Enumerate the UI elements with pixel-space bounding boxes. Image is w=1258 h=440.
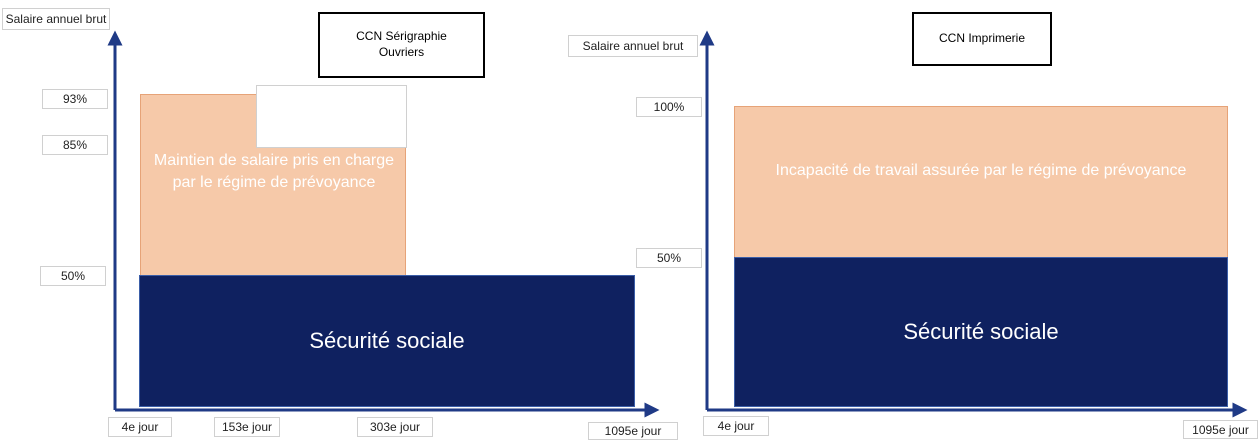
left-tick-50: 50% [40,266,106,286]
right-title-box: CCN Imprimerie [912,12,1052,66]
right-y-axis-label: Salaire annuel brut [568,35,698,57]
right-peach-label: Incapacité de travail assurée par le rég… [775,162,1187,179]
right-navy-label: Sécurité sociale [903,319,1059,344]
left-tick-93: 93% [42,89,108,109]
left-navy-label: Sécurité sociale [309,328,465,353]
right-title: CCN Imprimerie [938,31,1025,46]
right-x-tick-1095: 1095e jour [1183,420,1258,439]
left-peach-label: Maintien de salaire pris en charge par l… [153,152,395,191]
left-x-tick-153: 153e jour [214,417,280,437]
left-title-box: CCN Sérigraphie Ouvriers [318,12,485,78]
left-title-line2: Ouvriers [378,45,425,59]
left-x-tick-303: 303e jour [357,417,433,437]
left-x-tick-1095: 1095e jour [588,422,678,440]
left-tick-85: 85% [42,135,108,155]
left-x-tick-4: 4e jour [108,417,172,437]
right-peach-block [734,106,1228,260]
right-x-tick-4: 4e jour [703,416,769,436]
left-peach-notch [256,85,407,148]
right-tick-100: 100% [636,97,702,117]
left-navy-block: Sécurité sociale [139,275,635,407]
left-title-line1: CCN Sérigraphie [356,29,447,44]
left-y-axis-label: Salaire annuel brut [2,8,110,30]
right-tick-50: 50% [636,248,702,268]
right-navy-block: Sécurité sociale [734,257,1228,407]
